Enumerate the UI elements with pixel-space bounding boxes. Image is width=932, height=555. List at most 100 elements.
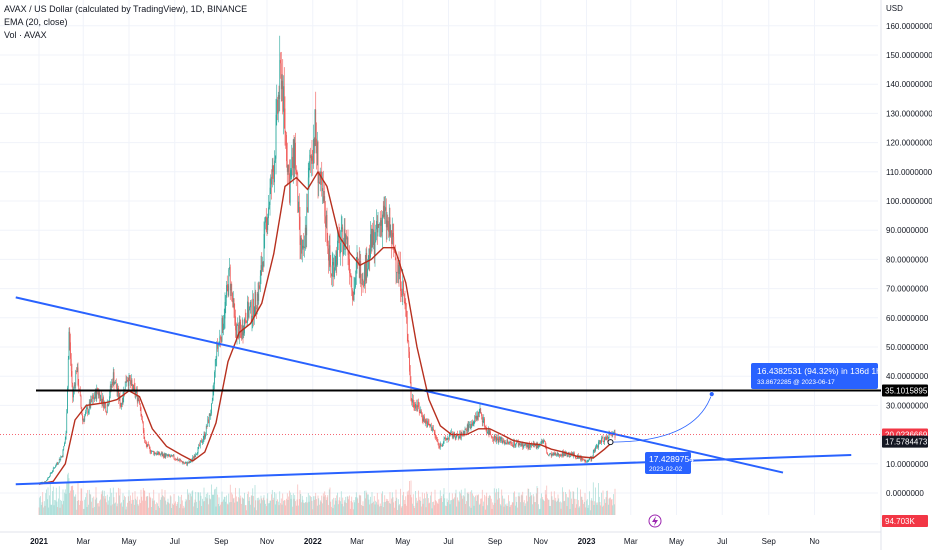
ascending-trendline[interactable] (15, 454, 852, 486)
candle-body (290, 170, 292, 177)
volume-bar (367, 494, 369, 515)
candle-body (373, 229, 375, 255)
candle-body (385, 207, 387, 228)
volume-bar (280, 498, 282, 515)
candle-body (237, 324, 239, 326)
volume-indicator-label[interactable]: Vol · AVAX (4, 30, 47, 40)
volume-bar (556, 500, 558, 515)
volume-bar (222, 501, 224, 515)
candle-body (62, 449, 64, 458)
volume-bar (259, 503, 261, 515)
candle-body (586, 462, 587, 463)
candle-body (592, 456, 593, 458)
volume-bar (392, 497, 394, 515)
candle-body (476, 415, 478, 420)
volume-bar (544, 490, 546, 515)
volume-bar (572, 491, 574, 515)
volume-bar (423, 498, 425, 515)
candle-body (131, 380, 133, 386)
candle-body (53, 467, 55, 469)
symbol-title[interactable]: AVAX / US Dollar (calculated by TradingV… (4, 4, 248, 14)
volume-bar (397, 510, 398, 515)
candle-body (183, 462, 185, 464)
candle-body (167, 455, 169, 457)
volume-bar (248, 500, 250, 515)
candle-body (75, 370, 77, 386)
candle-body (469, 424, 471, 429)
volume-bar (169, 495, 171, 515)
projection-end-point[interactable] (708, 391, 715, 398)
volume-bar (385, 498, 387, 515)
candle-body (427, 421, 429, 424)
volume-bar (543, 500, 545, 515)
candle-body (527, 444, 529, 449)
volume-bar (409, 494, 411, 515)
projection-start-point[interactable] (607, 439, 614, 446)
volume-bar (144, 490, 146, 515)
candle-body (50, 472, 52, 474)
descending-trendline[interactable] (15, 296, 784, 474)
candle-body (217, 344, 219, 349)
candle-body (194, 455, 196, 457)
volume-bar (306, 496, 308, 515)
volume-bar (325, 495, 326, 515)
volume-bar (120, 503, 122, 515)
volume-bar (339, 497, 341, 515)
candle-body (555, 453, 557, 456)
candle-body (416, 406, 418, 408)
candle-body (593, 449, 595, 452)
candle-body (400, 264, 401, 291)
candle-body (238, 324, 239, 339)
volume-bar (322, 493, 324, 515)
volume-bar (40, 504, 42, 515)
candle-body (383, 205, 385, 217)
ema-indicator-label[interactable]: EMA (20, close) (4, 17, 68, 27)
volume-bar (370, 503, 372, 515)
candle-body (216, 342, 218, 359)
candle-body (340, 242, 341, 254)
volume-bar (291, 494, 293, 515)
volume-bar (288, 496, 290, 515)
volume-bar (271, 489, 273, 515)
volume-bar (404, 504, 406, 515)
candle-body (108, 402, 110, 406)
candle-body (55, 464, 57, 467)
volume-bar (541, 493, 542, 515)
candle-body (455, 435, 457, 440)
candle-body (560, 455, 562, 456)
volume-bar (345, 496, 347, 515)
candle-body (433, 430, 435, 432)
candle-body (483, 418, 485, 422)
volume-bar (98, 506, 100, 515)
volume-bar (591, 498, 593, 515)
candle-body (436, 439, 438, 442)
candle-body (185, 462, 187, 464)
volume-bar (227, 504, 229, 515)
candle-body (370, 234, 372, 248)
volume-bar (79, 504, 80, 515)
volume-bar (432, 502, 434, 515)
candle-body (352, 299, 354, 301)
candle-body (213, 384, 215, 391)
volume-bar (551, 496, 553, 515)
volume-bar (391, 498, 392, 515)
candle-body (406, 310, 407, 318)
candle-body (266, 217, 268, 231)
candle-body (151, 450, 153, 452)
candle-body (210, 413, 212, 417)
candle-body (505, 442, 506, 445)
price-tag (882, 515, 928, 527)
candle-body (219, 336, 221, 342)
candle-body (257, 293, 259, 301)
candle-body (289, 176, 291, 203)
volume-bar (133, 499, 134, 515)
candle-body (536, 443, 538, 449)
candle-body (554, 453, 556, 455)
candle-body (184, 463, 185, 464)
candle-body (85, 408, 87, 412)
volume-bar (575, 498, 577, 515)
volume-bar (121, 506, 123, 515)
candle-body (70, 342, 71, 359)
